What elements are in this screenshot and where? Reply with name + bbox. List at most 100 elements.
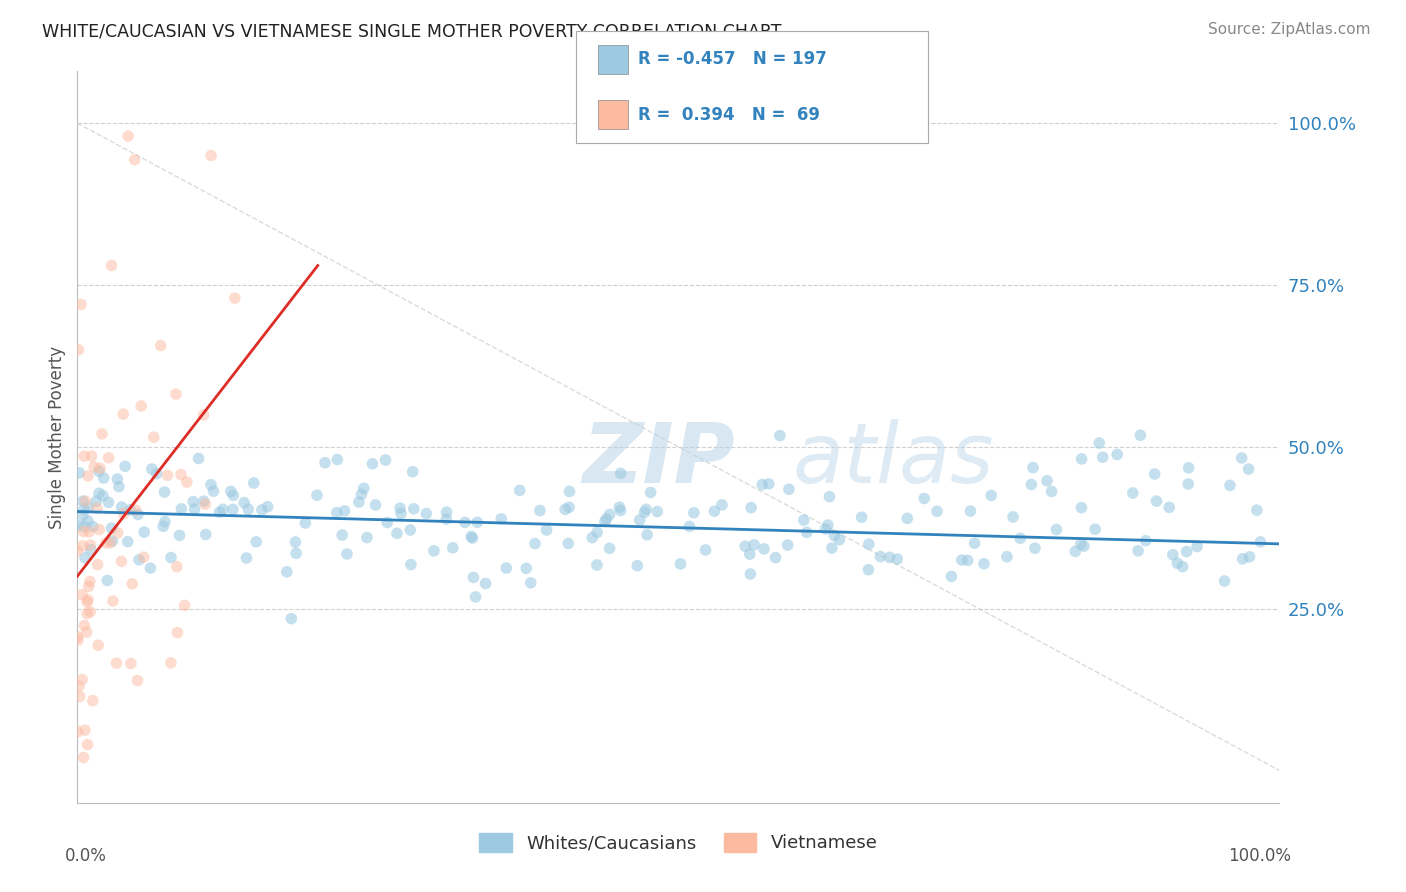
Point [336, 547, 359, 561]
Point [586, 525, 609, 540]
Point [224, 291, 246, 305]
Point [333, 504, 356, 518]
Point [117, 129, 139, 144]
Point [464, 590, 486, 604]
Text: 100.0%: 100.0% [1229, 847, 1292, 864]
Point [415, 507, 437, 521]
Point [765, 550, 787, 565]
Point [212, 502, 235, 516]
Point [609, 467, 631, 481]
Point [361, 457, 384, 471]
Point [73, 502, 96, 516]
Point [176, 475, 198, 489]
Point [441, 541, 464, 555]
Point [1122, 486, 1144, 500]
Point [110, 554, 132, 568]
Point [356, 531, 378, 545]
Point [222, 502, 245, 516]
Point [1126, 543, 1149, 558]
Point [89, 523, 111, 537]
Point [330, 528, 353, 542]
Point [166, 625, 188, 640]
Point [114, 459, 136, 474]
Point [1249, 535, 1271, 549]
Point [86, 558, 108, 572]
Point [70, 588, 93, 602]
Point [80, 449, 103, 463]
Point [896, 511, 918, 525]
Point [97, 495, 120, 509]
Point [519, 575, 541, 590]
Point [821, 541, 844, 555]
Point [740, 567, 762, 582]
Point [87, 464, 110, 478]
Point [112, 407, 135, 421]
Point [1177, 477, 1199, 491]
Point [200, 477, 222, 491]
Point [912, 491, 935, 506]
Point [399, 558, 422, 572]
Point [995, 549, 1018, 564]
Point [169, 528, 191, 542]
Text: 0.0%: 0.0% [65, 847, 107, 864]
Point [950, 553, 973, 567]
Point [76, 607, 98, 621]
Point [139, 561, 162, 575]
Point [1036, 474, 1059, 488]
Point [141, 462, 163, 476]
Point [142, 430, 165, 444]
Point [91, 426, 114, 441]
Point [858, 563, 880, 577]
Point [1171, 559, 1194, 574]
Point [76, 738, 98, 752]
Point [399, 523, 422, 537]
Point [76, 625, 98, 640]
Point [599, 541, 621, 556]
Point [127, 508, 149, 522]
Point [350, 487, 373, 501]
Point [1064, 544, 1087, 558]
Point [233, 496, 256, 510]
Point [79, 574, 101, 589]
Point [609, 503, 631, 517]
Point [129, 399, 152, 413]
Point [69, 690, 91, 704]
Point [626, 558, 648, 573]
Point [187, 451, 209, 466]
Point [738, 547, 761, 561]
Point [1088, 436, 1111, 450]
Point [77, 592, 100, 607]
Point [149, 338, 172, 352]
Point [980, 488, 1002, 502]
Point [640, 485, 662, 500]
Text: Source: ZipAtlas.com: Source: ZipAtlas.com [1208, 22, 1371, 37]
Point [326, 506, 349, 520]
Point [509, 483, 531, 498]
Point [740, 500, 762, 515]
Point [194, 527, 217, 541]
Point [280, 611, 302, 625]
Point [77, 524, 100, 539]
Point [347, 495, 370, 509]
Point [219, 484, 242, 499]
Point [1045, 523, 1067, 537]
Point [1237, 462, 1260, 476]
Point [160, 550, 183, 565]
Point [941, 569, 963, 583]
Point [461, 531, 484, 545]
Point [1040, 484, 1063, 499]
Point [1175, 544, 1198, 558]
Point [460, 529, 482, 543]
Point [124, 503, 146, 517]
Point [1070, 500, 1092, 515]
Point [742, 538, 765, 552]
Point [153, 515, 176, 529]
Point [703, 504, 725, 518]
Point [1146, 494, 1168, 508]
Point [1129, 428, 1152, 442]
Point [1022, 460, 1045, 475]
Point [314, 456, 336, 470]
Point [778, 483, 800, 497]
Point [156, 468, 179, 483]
Point [84, 494, 107, 508]
